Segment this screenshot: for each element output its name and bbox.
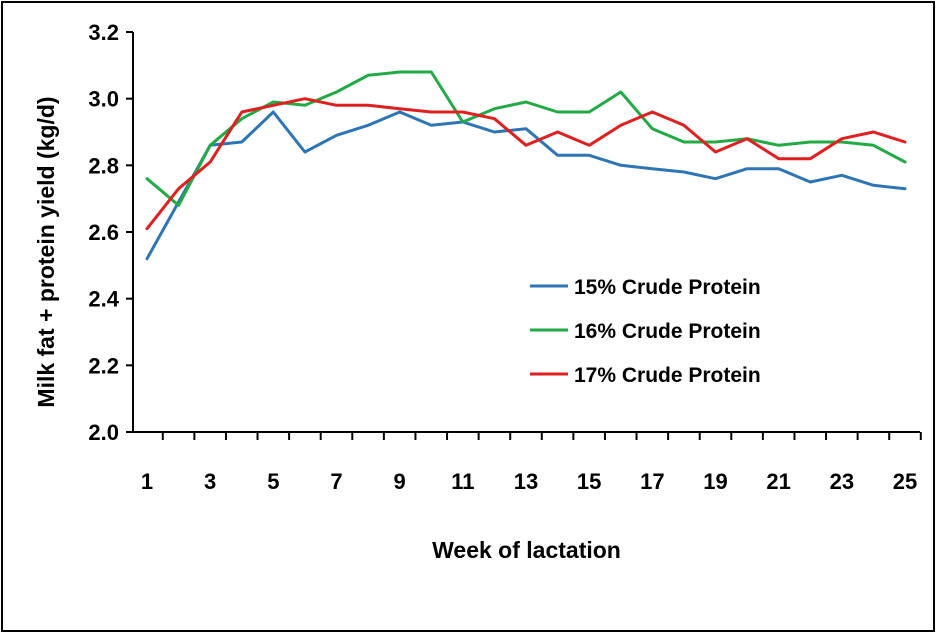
x-tick-label: 25 xyxy=(893,469,917,494)
y-axis-title: Milk fat + protein yield (kg/d) xyxy=(33,96,59,407)
x-axis-title: Week of lactation xyxy=(432,537,621,563)
y-tick-label: 2.2 xyxy=(88,353,119,378)
y-tick-label: 2.0 xyxy=(88,420,119,445)
y-tick-label: 2.6 xyxy=(88,220,119,245)
x-tick-label: 21 xyxy=(766,469,790,494)
y-tick-label: 3.2 xyxy=(88,20,119,45)
y-tick-label: 2.4 xyxy=(88,287,119,312)
y-tick-label: 3.0 xyxy=(88,87,119,112)
legend-label-1: 15% Crude Protein xyxy=(574,276,761,299)
legend-label-3: 17% Crude Protein xyxy=(574,364,761,387)
x-tick-label: 17 xyxy=(640,469,664,494)
x-tick-label: 7 xyxy=(330,469,342,494)
x-tick-label: 5 xyxy=(267,469,279,494)
x-tick-label: 13 xyxy=(514,469,538,494)
x-tick-label: 15 xyxy=(577,469,601,494)
series-line-1 xyxy=(145,110,907,261)
y-tick-label: 2.8 xyxy=(88,153,119,178)
x-tick-label: 3 xyxy=(204,469,216,494)
series-line-2 xyxy=(145,70,907,207)
x-tick-label: 1 xyxy=(141,469,153,494)
x-tick-label: 11 xyxy=(451,469,474,494)
x-tick-label: 9 xyxy=(394,469,406,494)
legend: 15% Crude Protein 16% Crude Protein 17% Cr… xyxy=(530,276,761,387)
x-tick-label: 23 xyxy=(830,469,854,494)
series-line-3 xyxy=(145,97,907,231)
x-tick-label: 19 xyxy=(703,469,727,494)
axes: 2.02.22.42.62.83.03.21 3 5 7 9 11 13 15 17 19 21 23… xyxy=(88,20,922,494)
legend-label-2: 16% Crude Protein xyxy=(574,320,761,343)
series-layer xyxy=(145,70,907,261)
